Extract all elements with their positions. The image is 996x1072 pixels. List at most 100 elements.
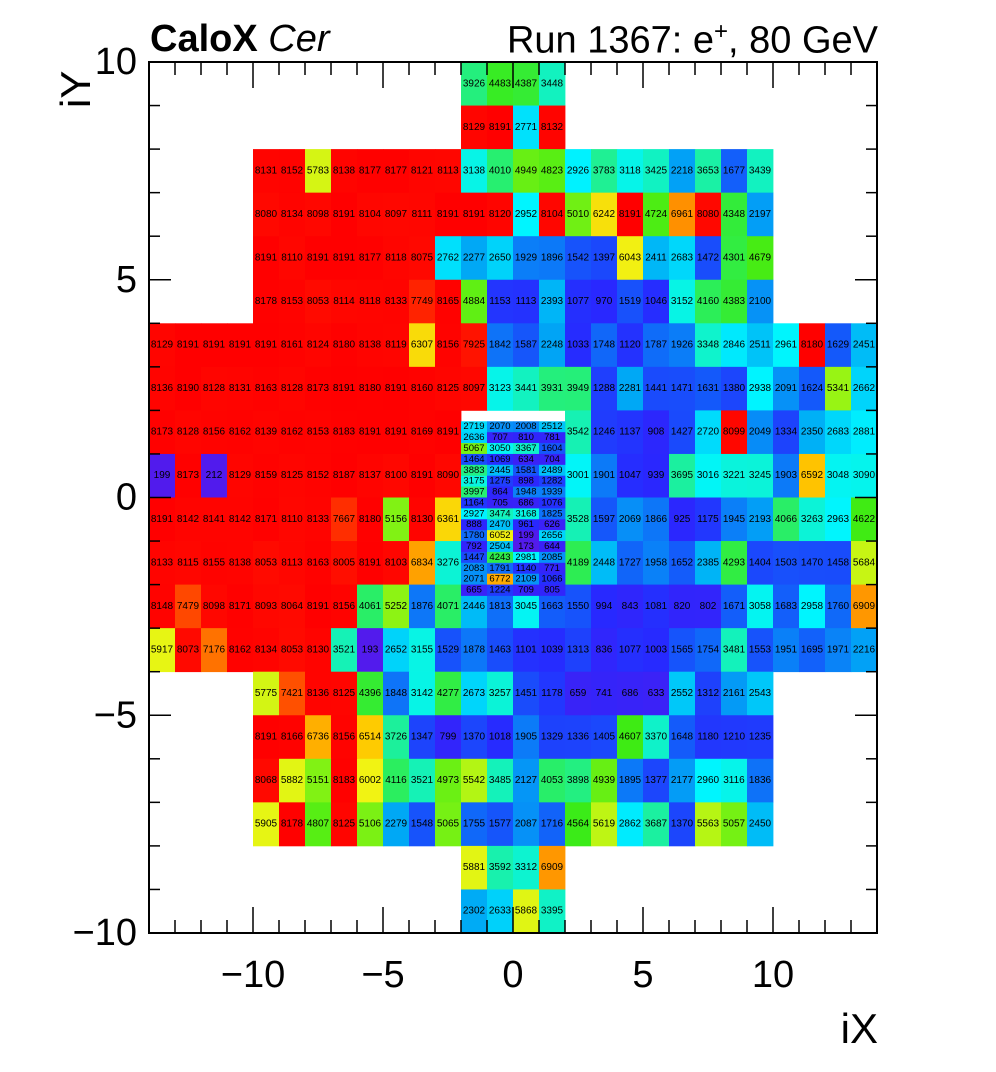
cell-value-label: 1542 [567,252,590,263]
heatmap-cell [539,758,566,803]
y-tick-label: 10 [95,41,137,83]
cell-value-label: 1137 [619,427,641,438]
heatmap-cell [201,497,228,542]
heatmap-cell [461,628,488,673]
heatmap-cell [357,366,384,411]
cell-value-label: 4387 [515,78,538,89]
heatmap-cell [747,453,774,498]
cell-value-label: 8155 [203,557,226,568]
cell-value-label: 8129 [151,340,174,351]
heatmap-cell [539,236,566,281]
cell-value-label: 2161 [723,688,746,699]
heatmap-cell [357,410,384,455]
heatmap-cell [409,628,436,673]
cell-value-label: 802 [700,601,717,612]
heatmap-cell [747,192,774,237]
cell-value-label: 2087 [515,819,538,830]
heatmap-cell [513,497,540,509]
cell-value-label: 1836 [749,775,772,786]
heatmap-cell [201,410,228,455]
heatmap-cell [513,758,540,803]
heatmap-cell [617,453,644,498]
heatmap-cell [721,628,748,673]
cell-value-label: 8162 [229,427,252,438]
heatmap-cell [721,541,748,585]
heatmap-cell [409,236,436,281]
heatmap-cell [669,453,696,498]
y-tick-label: −10 [73,912,137,954]
cell-value-label: 3016 [697,470,720,481]
heatmap-cell [201,323,228,368]
heatmap-cell [643,758,670,803]
heatmap-cell [851,323,878,368]
cell-value-label: 792 [466,541,482,552]
heatmap-cell [201,453,228,498]
heatmap-cell [513,628,540,673]
cell-value-label: 994 [596,601,613,612]
cell-value-label: 1175 [697,514,719,525]
cell-value-label: 8133 [151,557,174,568]
cell-value-label: 2393 [541,296,564,307]
cell-value-label: 8080 [697,209,720,220]
heatmap-cell [487,486,514,498]
heatmap-cell [253,584,280,629]
heatmap-cell [513,671,540,716]
cell-value-label: 8136 [151,383,174,394]
heatmap-cell [461,758,488,803]
heatmap-cell [331,715,358,760]
heatmap-cell [591,410,618,455]
cell-value-label: 1329 [541,732,564,743]
cell-value-label: 1951 [775,644,798,655]
cell-value-label: 1164 [464,497,484,508]
cell-value-label: 8115 [177,557,199,568]
cell-value-label: 1077 [619,644,642,655]
heatmap-cell [721,453,748,498]
heatmap-cell [851,453,878,498]
cell-value-label: 2720 [697,427,720,438]
heatmap-cell [643,410,670,455]
cell-value-label: 1069 [489,454,510,465]
heatmap-cell [565,715,592,760]
heatmap-cell [591,671,618,716]
heatmap-cell [175,323,202,368]
cell-value-label: 2281 [619,383,642,394]
heatmap-cell [539,508,566,520]
cell-value-label: 2656 [541,530,562,541]
cell-value-label: 2470 [489,519,510,530]
heatmap-cell [487,149,514,194]
heatmap-cell [617,323,644,368]
heatmap-cell [513,584,540,596]
cell-value-label: 6961 [671,209,694,220]
cell-value-label: 8110 [281,252,303,263]
cell-value-label: 1787 [645,340,668,351]
heatmap-cell [747,497,774,542]
cell-value-label: 709 [518,585,534,596]
heatmap-cell [565,671,592,716]
heatmap-cell [487,443,514,455]
cell-value-label: 8073 [177,644,200,655]
heatmap-cell [539,366,566,411]
heatmap-cell [513,366,540,411]
heatmap-cell [383,279,410,324]
cell-value-label: 2216 [853,644,876,655]
cell-value-label: 3653 [697,165,720,176]
heatmap-cell [539,279,566,324]
heatmap-cell [799,410,826,455]
heatmap-cell [513,889,540,934]
cell-value-label: 5252 [385,601,408,612]
heatmap-cell [435,671,462,716]
heatmap-cell [695,410,722,455]
heatmap-cell [279,541,306,585]
cell-value-label: 1677 [723,165,746,176]
cell-value-label: 3118 [619,165,641,176]
heatmap-cell [461,105,488,150]
heatmap-cell [331,584,358,629]
heatmap-cell [643,192,670,237]
heatmap-cell [461,802,488,847]
heatmap-cell [435,584,462,629]
cell-value-label: 1441 [645,383,668,394]
heatmap-cell [591,279,618,324]
heatmap-cell [513,519,540,531]
heatmap-cell [461,530,488,542]
heatmap-cell [591,453,618,498]
